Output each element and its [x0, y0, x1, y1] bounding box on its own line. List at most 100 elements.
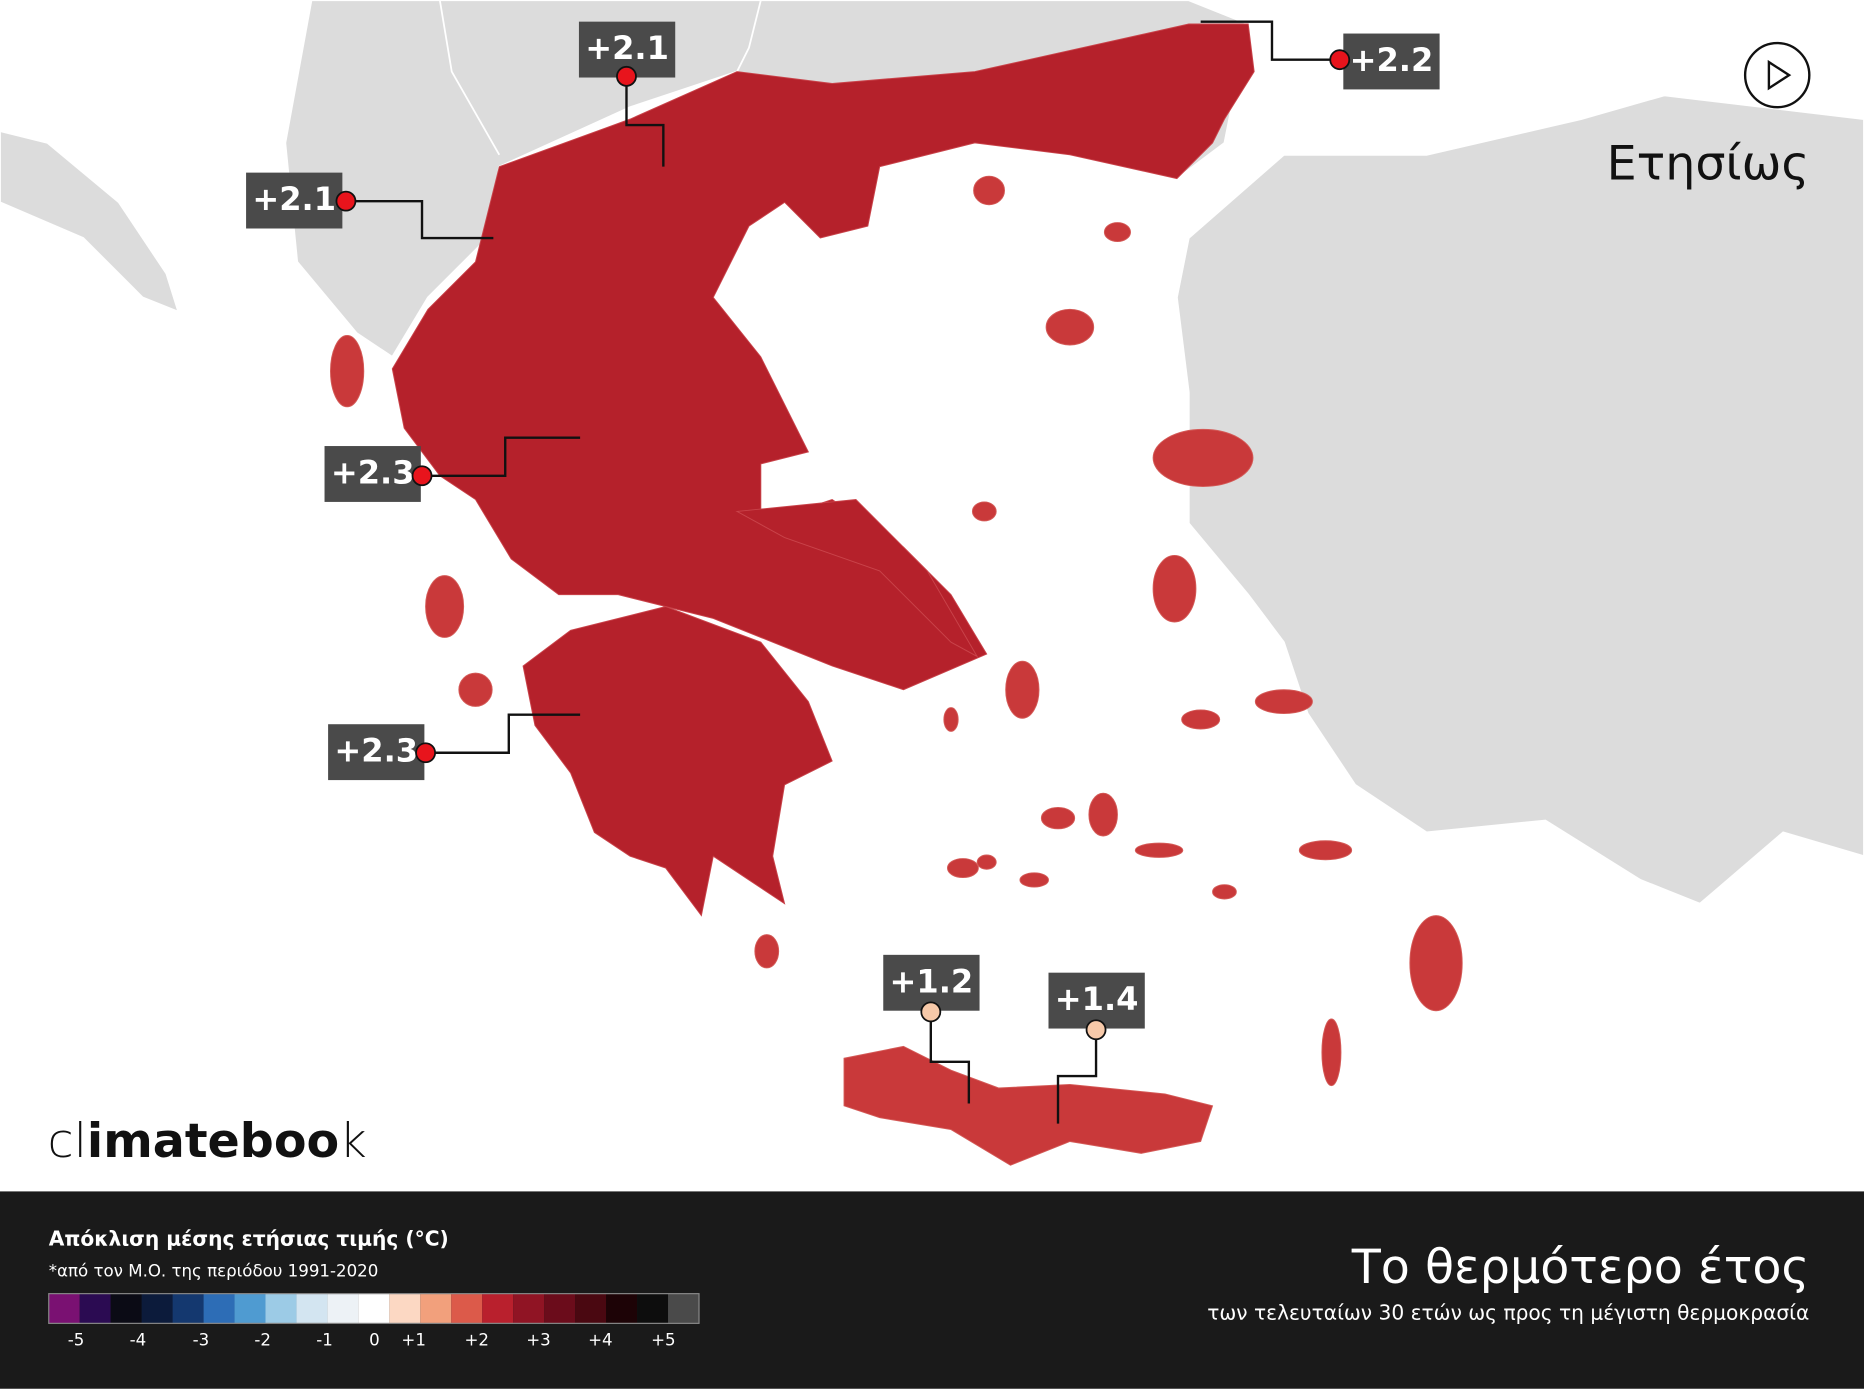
crete — [843, 1045, 1214, 1166]
legend-swatch — [358, 1293, 390, 1324]
legend-tick: 0 — [369, 1331, 380, 1350]
leader-line — [1056, 1029, 1098, 1124]
leader-line — [1200, 20, 1340, 61]
callout: +2.2 — [1200, 20, 1440, 90]
callout-box — [883, 954, 980, 1011]
logo-part: cl — [48, 1114, 87, 1169]
callout-dot — [1329, 49, 1351, 71]
callout-dot — [1085, 1019, 1107, 1041]
island — [1045, 308, 1095, 346]
legend-tick: -2 — [254, 1331, 271, 1350]
legend-swatch — [606, 1293, 638, 1324]
footer-title: Το θερμότερο έτος — [1351, 1240, 1810, 1295]
island — [1298, 840, 1353, 861]
legend-note: *από τον Μ.Ο. της περιόδου 1991-2020 — [49, 1262, 379, 1281]
footer-subtitle: των τελευταίων 30 ετών ως προς τη μέγιστ… — [1207, 1300, 1809, 1324]
island — [330, 335, 365, 408]
island — [973, 175, 1005, 206]
legend-tick: +4 — [588, 1331, 613, 1350]
callout-box — [324, 446, 421, 502]
leader-line — [929, 1011, 971, 1104]
legend-swatch — [296, 1293, 328, 1324]
footer — [0, 1191, 1864, 1389]
leader-line — [625, 76, 665, 167]
island — [1212, 884, 1237, 900]
legend-swatch — [327, 1293, 359, 1324]
legend-swatch — [544, 1293, 576, 1324]
legend-tick: +2 — [464, 1331, 489, 1350]
island — [1134, 842, 1184, 858]
callouts: +2.1 +2.2 +2.1 +2.3 +2.3 +1.2 +1.4 — [246, 20, 1440, 1124]
callout-dot — [616, 65, 637, 87]
island — [1152, 428, 1254, 487]
callout-label: +2.2 — [1350, 41, 1434, 79]
logo-part: k — [339, 1114, 367, 1169]
islands — [330, 175, 1463, 1087]
legend-swatch — [513, 1293, 545, 1324]
play-button[interactable] — [1743, 41, 1811, 109]
callout-label: +2.3 — [331, 454, 415, 492]
callout: +2.3 — [328, 713, 581, 781]
legend-swatch — [575, 1293, 607, 1324]
island — [971, 501, 997, 522]
callout-dot — [335, 190, 357, 212]
logo: climatebook — [48, 1114, 367, 1169]
island — [1005, 660, 1040, 719]
callout-label: +2.1 — [585, 29, 669, 67]
callout: +2.1 — [578, 21, 676, 167]
callout: +1.2 — [883, 954, 980, 1104]
island — [1040, 806, 1076, 830]
island — [1019, 872, 1049, 888]
legend-tick: -4 — [130, 1331, 147, 1350]
callout-label: +2.1 — [252, 180, 336, 218]
legend-tick: +1 — [401, 1331, 426, 1350]
island — [946, 858, 979, 879]
callout-box — [1343, 33, 1440, 90]
callout: +2.3 — [324, 436, 581, 502]
callout-dot — [920, 1001, 942, 1023]
legend-swatch — [637, 1293, 669, 1324]
legend-swatch — [451, 1293, 483, 1324]
legend-swatch — [172, 1293, 204, 1324]
leader-line — [422, 436, 581, 477]
border — [438, 0, 501, 156]
legend-tick: +3 — [526, 1331, 551, 1350]
euboea — [735, 499, 979, 658]
period-label: Ετησίως — [1607, 137, 1810, 192]
island — [425, 575, 465, 638]
play-icon — [1767, 59, 1792, 91]
island — [943, 707, 959, 732]
border — [736, 0, 762, 72]
island — [1409, 915, 1463, 1012]
leader-line — [425, 713, 581, 754]
legend-swatch — [234, 1293, 266, 1324]
legend-swatch — [482, 1293, 514, 1324]
callout: +1.4 — [1048, 972, 1145, 1124]
callout-box — [246, 172, 343, 229]
island — [1254, 689, 1313, 714]
callout-dot — [411, 465, 433, 487]
legend-swatch — [110, 1293, 142, 1324]
legend-swatch — [265, 1293, 297, 1324]
turkey — [1175, 94, 1864, 905]
italy — [0, 130, 180, 314]
island — [754, 934, 780, 969]
island — [1103, 222, 1132, 243]
legend: -5 -4 -3 -2 -1 0 +1 +2 +3 +4 +5 — [48, 1293, 700, 1350]
legend-swatch — [668, 1293, 699, 1324]
callout-dot — [415, 742, 436, 764]
peloponnese — [522, 606, 833, 917]
callout-label: +1.2 — [890, 962, 974, 1000]
legend-border — [48, 1293, 700, 1324]
callout-label: +2.3 — [334, 732, 418, 770]
legend-swatch — [203, 1293, 235, 1324]
island — [1181, 709, 1221, 730]
mainland — [391, 23, 1255, 691]
leader-line — [345, 199, 494, 240]
legend-title: Απόκλιση μέσης ετήσιας τιμής (°C) — [49, 1227, 449, 1251]
legend-swatch — [389, 1293, 421, 1324]
legend-tick: -1 — [316, 1331, 333, 1350]
callout-label: +1.4 — [1055, 980, 1139, 1018]
